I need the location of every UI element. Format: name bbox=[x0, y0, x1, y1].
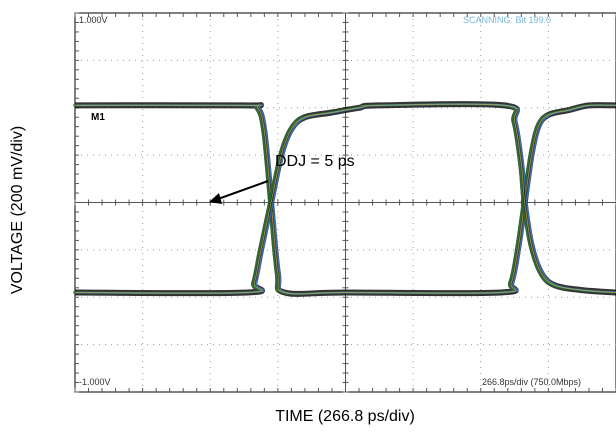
eye-trace-1-layer bbox=[74, 104, 616, 295]
ddj-annotation: DDJ = 5 ps bbox=[275, 153, 355, 170]
eye-trace-2-layer bbox=[74, 103, 616, 294]
marker-label: M1 bbox=[91, 112, 105, 123]
eye-traces bbox=[72, 101, 616, 297]
timebase-label: 266.8ps/div (750.0Mbps) bbox=[482, 377, 581, 387]
eye-trace-2-layer bbox=[72, 103, 615, 295]
x-axis-label: TIME (266.8 ps/div) bbox=[275, 408, 415, 425]
annotation-arrowhead bbox=[209, 193, 222, 204]
scan-status: SCANNING: Bit 199.0 bbox=[463, 15, 551, 25]
eye-trace-2-layer bbox=[76, 103, 616, 294]
y-axis-label: VOLTAGE (200 mV/div) bbox=[9, 126, 26, 294]
top-voltage-label: 1.000V bbox=[79, 15, 108, 25]
annotation-arrow-shaft bbox=[217, 180, 269, 200]
bottom-voltage-label: -1.000V bbox=[79, 377, 111, 387]
